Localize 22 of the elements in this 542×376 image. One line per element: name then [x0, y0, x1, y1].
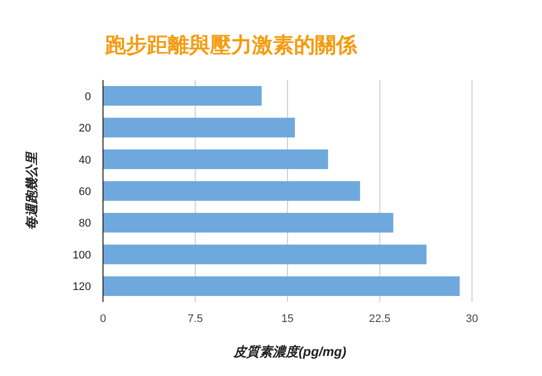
y-tick-label: 0	[84, 90, 91, 103]
x-tick-label: 22.5	[369, 313, 390, 325]
bar	[103, 244, 426, 264]
y-tick-label: 100	[72, 249, 91, 262]
bar	[103, 86, 262, 106]
y-axis-title: 每週跑幾公里	[24, 151, 39, 230]
y-tick-label: 80	[78, 218, 91, 230]
y-tick-label: 20	[78, 122, 91, 135]
x-axis-title: 皮質素濃度(pg/mg)	[232, 344, 346, 359]
x-tick-label: 30	[466, 313, 478, 325]
bar	[103, 276, 460, 296]
bar	[103, 181, 360, 201]
bar	[103, 212, 394, 233]
bar	[103, 118, 295, 138]
x-tick-label: 0	[100, 313, 106, 325]
x-tick-label: 15	[281, 313, 294, 325]
y-tick-label: 60	[78, 186, 91, 198]
chart-title: 跑步距離與壓力激素的關係	[104, 34, 358, 57]
x-tick-label: 7.5	[188, 313, 203, 325]
bar	[103, 149, 328, 170]
y-tick-label: 40	[78, 154, 91, 166]
y-tick-label: 120	[72, 281, 91, 294]
